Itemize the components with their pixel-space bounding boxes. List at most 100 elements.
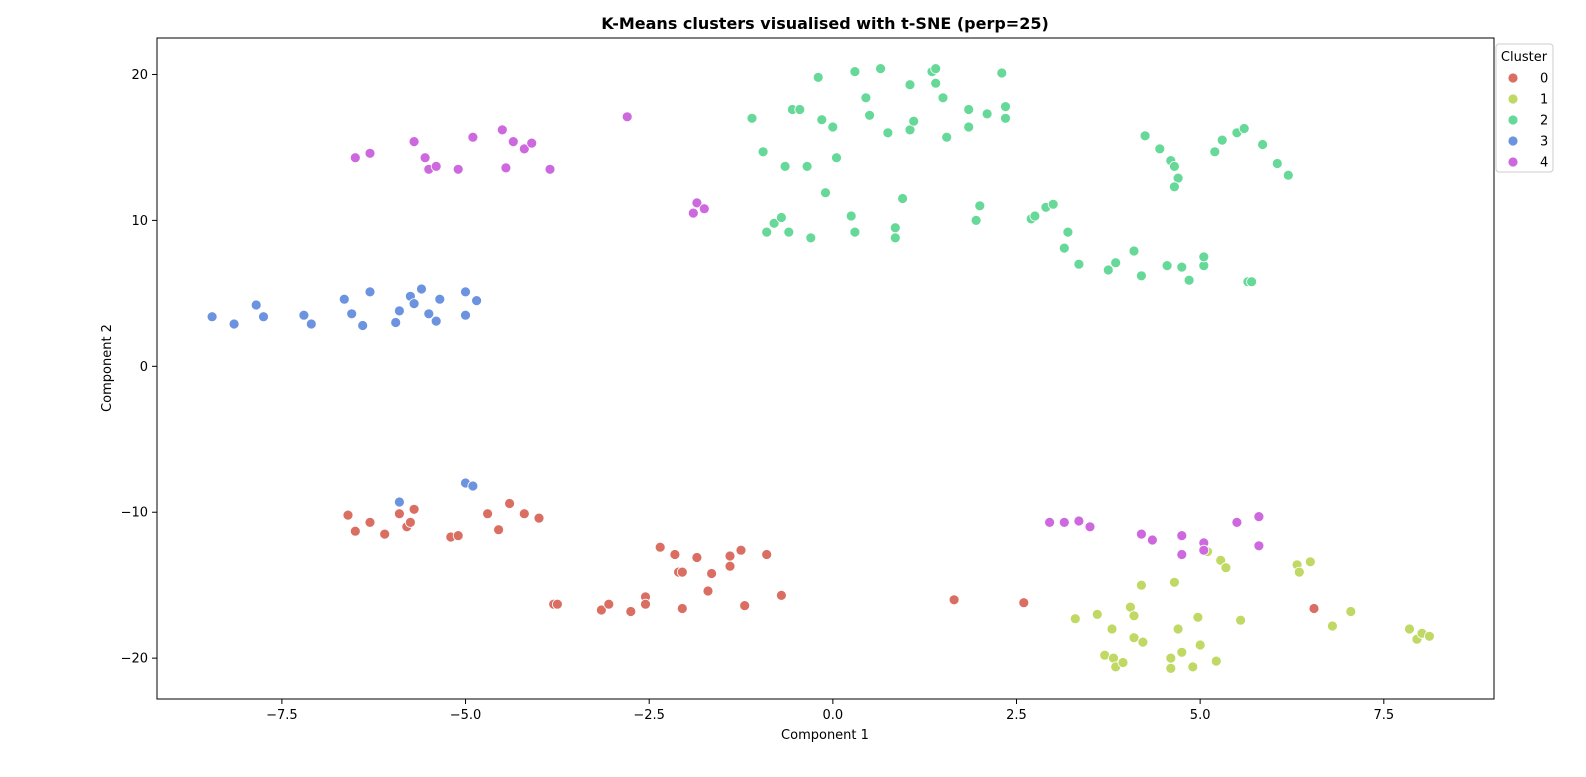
point-cluster-4	[1253, 540, 1265, 552]
point-cluster-0	[379, 528, 391, 540]
point-cluster-4	[430, 160, 442, 172]
point-cluster-0	[1308, 603, 1320, 614]
point-cluster-1	[1304, 556, 1316, 568]
point-cluster-0	[342, 509, 354, 521]
point-cluster-2	[889, 232, 901, 244]
point-cluster-4	[544, 163, 556, 175]
point-cluster-2	[974, 200, 986, 212]
point-cluster-2	[1238, 123, 1250, 134]
point-cluster-4	[496, 124, 508, 136]
point-cluster-4	[1084, 521, 1096, 533]
point-cluster-2	[904, 79, 916, 91]
point-cluster-4	[452, 163, 464, 175]
legend-label: 0	[1540, 72, 1548, 87]
point-cluster-0	[533, 512, 545, 524]
point-cluster-3	[416, 283, 427, 295]
x-tick-label: −2.5	[633, 708, 665, 723]
point-cluster-1	[1136, 579, 1147, 591]
point-cluster-1	[1165, 652, 1177, 664]
legend-label: 3	[1540, 135, 1548, 150]
point-cluster-3	[298, 309, 310, 321]
y-tick-label: 10	[131, 214, 148, 229]
point-cluster-1	[1137, 636, 1149, 648]
point-cluster-2	[882, 127, 894, 139]
x-tick-label: 7.5	[1373, 708, 1394, 723]
point-cluster-2	[816, 114, 828, 126]
point-cluster-0	[640, 598, 651, 610]
point-cluster-4	[507, 136, 519, 148]
point-cluster-0	[1018, 597, 1030, 609]
point-cluster-0	[364, 517, 376, 528]
point-cluster-2	[864, 109, 875, 121]
point-cluster-0	[761, 549, 773, 560]
point-cluster-2	[1047, 198, 1059, 210]
y-tick-label: −20	[121, 652, 148, 667]
point-cluster-0	[702, 585, 714, 597]
point-cluster-4	[1147, 534, 1158, 546]
point-cluster-3	[393, 496, 405, 508]
point-cluster-4	[526, 137, 538, 149]
point-cluster-0	[504, 498, 516, 509]
point-cluster-0	[654, 541, 666, 553]
point-cluster-2	[801, 160, 813, 172]
point-cluster-2	[1058, 242, 1070, 254]
point-cluster-0	[706, 568, 717, 579]
point-cluster-2	[1169, 181, 1180, 193]
point-cluster-2	[1073, 258, 1085, 270]
point-cluster-0	[482, 508, 494, 520]
point-cluster-1	[1404, 623, 1415, 635]
legend-label: 4	[1540, 156, 1548, 171]
point-cluster-2	[889, 222, 901, 234]
point-cluster-1	[1187, 661, 1199, 673]
point-cluster-1	[1169, 576, 1180, 588]
point-cluster-2	[1216, 134, 1228, 146]
point-cluster-2	[1169, 160, 1180, 172]
point-cluster-0	[408, 503, 420, 515]
point-cluster-3	[423, 308, 435, 320]
point-cluster-2	[1271, 158, 1283, 169]
point-cluster-0	[676, 566, 688, 578]
point-cluster-0	[776, 590, 787, 601]
point-cluster-4	[1231, 517, 1243, 528]
point-cluster-2	[1246, 276, 1257, 288]
point-cluster-2	[1198, 251, 1210, 263]
point-cluster-2	[1000, 112, 1011, 124]
point-cluster-2	[1062, 226, 1074, 238]
point-cluster-2	[1282, 169, 1294, 181]
point-cluster-3	[408, 298, 420, 310]
point-cluster-2	[1209, 146, 1221, 158]
legend-marker	[1507, 72, 1519, 84]
point-cluster-0	[735, 544, 747, 556]
point-cluster-3	[393, 305, 405, 317]
point-cluster-0	[393, 508, 405, 520]
y-tick-label: −10	[121, 506, 148, 521]
point-cluster-0	[596, 604, 607, 616]
point-cluster-3	[305, 318, 317, 330]
point-cluster-4	[1176, 549, 1188, 560]
legend-label: 2	[1540, 114, 1548, 129]
point-cluster-4	[698, 203, 710, 215]
point-cluster-2	[779, 160, 791, 172]
point-cluster-1	[1117, 657, 1129, 668]
point-cluster-2	[849, 226, 861, 238]
point-cluster-0	[603, 598, 615, 610]
point-cluster-3	[390, 317, 402, 328]
point-cluster-4	[1253, 511, 1265, 522]
point-cluster-2	[1161, 260, 1173, 272]
legend-items: 0 1 2 3 4	[1507, 72, 1548, 171]
point-cluster-2	[1176, 261, 1188, 273]
point-cluster-2	[1102, 264, 1114, 276]
point-cluster-3	[258, 311, 269, 323]
point-cluster-0	[676, 603, 688, 614]
point-cluster-2	[875, 63, 886, 74]
point-cluster-4	[467, 131, 479, 143]
data-points	[206, 63, 1435, 674]
point-cluster-3	[430, 315, 442, 327]
x-axis-label: Component 1	[781, 728, 869, 743]
legend: Cluster 0 1 2 3 4	[1495, 43, 1554, 173]
point-cluster-2	[941, 131, 953, 143]
point-cluster-3	[206, 311, 218, 323]
point-cluster-2	[805, 232, 817, 244]
point-cluster-1	[1327, 620, 1338, 632]
